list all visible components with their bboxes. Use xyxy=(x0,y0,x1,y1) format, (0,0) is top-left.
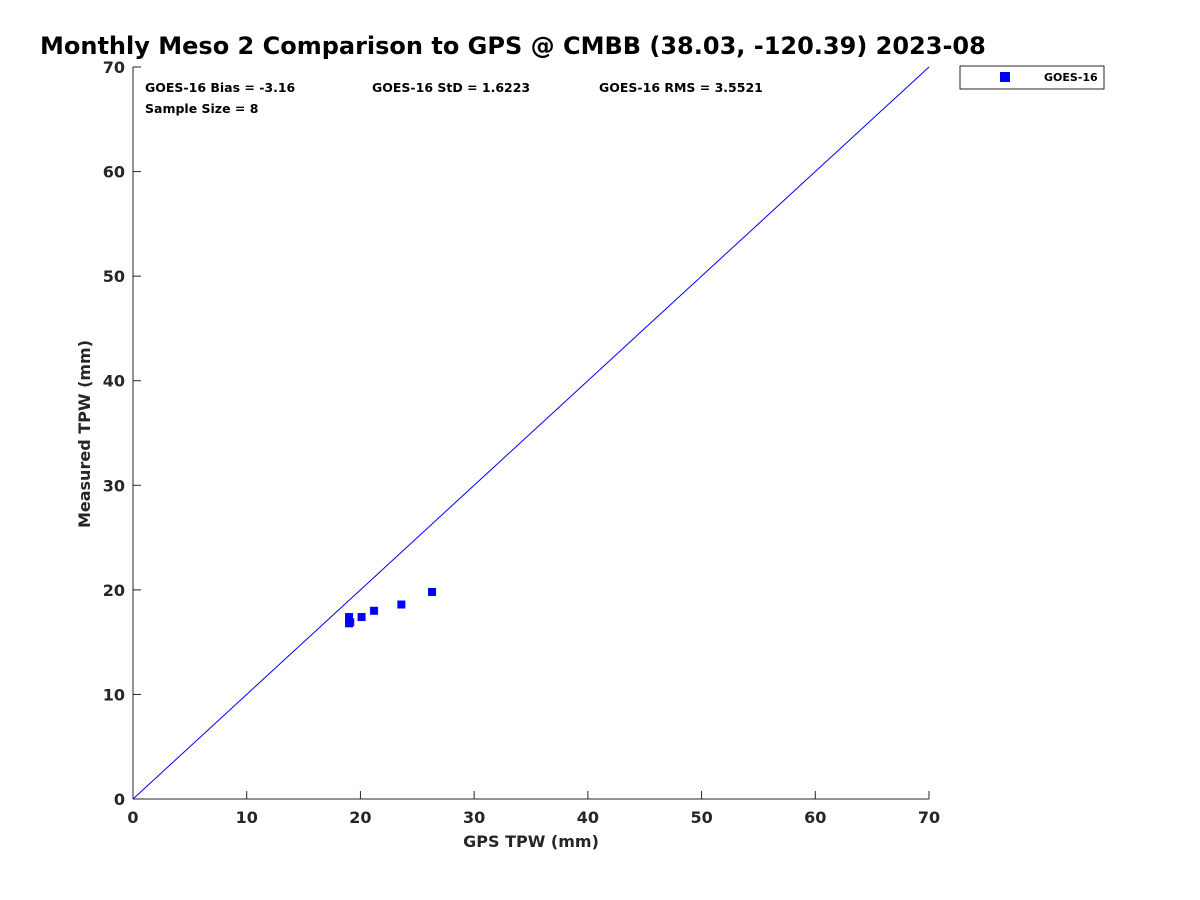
y-axis-label: Measured TPW (mm) xyxy=(75,340,94,528)
data-point xyxy=(397,600,406,609)
x-tick-label: 20 xyxy=(349,808,371,827)
legend: GOES-16 xyxy=(959,65,1105,90)
y-axis-ticks: 0 10 20 30 40 50 60 70 xyxy=(103,58,141,809)
data-point xyxy=(345,617,354,626)
stat-bias: GOES-16 Bias = -3.16 xyxy=(145,80,296,95)
y-tick-label: 20 xyxy=(103,581,125,600)
y-tick-label: 0 xyxy=(114,790,125,809)
legend-label: GOES-16 xyxy=(1044,71,1098,84)
stat-sample-size: Sample Size = 8 xyxy=(145,101,258,116)
data-point xyxy=(428,587,437,596)
stat-rms: GOES-16 RMS = 3.5521 xyxy=(599,80,763,95)
y-tick-label: 50 xyxy=(103,267,125,286)
x-tick-label: 10 xyxy=(236,808,258,827)
x-axis-label: GPS TPW (mm) xyxy=(463,832,599,851)
x-tick-label: 0 xyxy=(127,808,138,827)
y-tick-label: 30 xyxy=(103,476,125,495)
legend-marker-square xyxy=(1000,72,1010,82)
data-points xyxy=(345,587,437,628)
stat-std: GOES-16 StD = 1.6223 xyxy=(372,80,530,95)
plot-area: 0 10 20 30 40 50 60 70 0 10 20 30 40 50 60 70 xyxy=(103,58,940,827)
y-tick-label: 10 xyxy=(103,685,125,704)
x-tick-label: 30 xyxy=(463,808,485,827)
chart-title: Monthly Meso 2 Comparison to GPS @ CMBB … xyxy=(40,32,986,60)
x-axis-ticks: 0 10 20 30 40 50 60 70 xyxy=(127,791,940,827)
x-tick-label: 60 xyxy=(804,808,826,827)
data-point xyxy=(357,613,366,622)
one-to-one-reference-line xyxy=(132,66,930,800)
legend-box xyxy=(959,65,1105,90)
data-point xyxy=(370,606,379,615)
x-tick-label: 70 xyxy=(918,808,940,827)
y-tick-label: 60 xyxy=(103,163,125,182)
x-tick-label: 50 xyxy=(690,808,712,827)
y-tick-label: 70 xyxy=(103,58,125,77)
y-tick-label: 40 xyxy=(103,372,125,391)
x-tick-label: 40 xyxy=(577,808,599,827)
data-point xyxy=(345,613,354,622)
